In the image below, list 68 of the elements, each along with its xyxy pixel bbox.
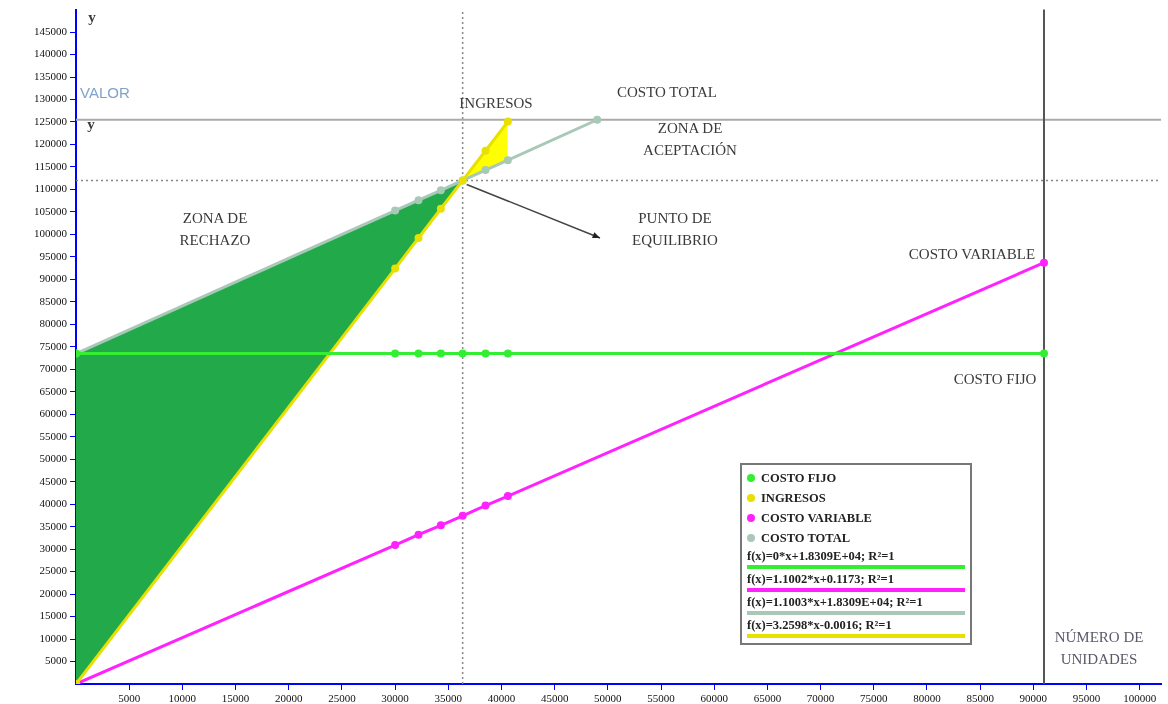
annotation: f(x)=0*x+1.8309E+04; R²=1: [747, 549, 895, 563]
y-tick-label: 135000: [34, 69, 68, 82]
x-tick-label: 90000: [1019, 692, 1048, 704]
x-tick-label: 50000: [594, 692, 623, 704]
x-tick-label: 55000: [647, 692, 676, 704]
x-tick-label: 35000: [434, 692, 463, 704]
y-tick-label: 115000: [34, 159, 68, 172]
annotation: y: [87, 115, 96, 132]
y-axis-title: VALOR: [80, 83, 130, 101]
x-tick-label: 30000: [381, 692, 410, 704]
y-tick-label: 30000: [39, 542, 68, 555]
x-tick-label: 45000: [540, 692, 569, 704]
y-tick-label: 60000: [39, 407, 68, 420]
x-tick-label: 95000: [1072, 692, 1101, 704]
y-tick-label: 45000: [39, 474, 68, 487]
y-tick-label: 90000: [39, 272, 68, 285]
y-tick-label: 120000: [34, 137, 68, 150]
y-tick-label: 85000: [39, 294, 68, 307]
y-tick-label: 20000: [39, 586, 68, 599]
y-tick-label: 35000: [39, 519, 68, 532]
annotation: COSTO VARIABLE: [908, 245, 1036, 262]
annotation: ZONA DE RECHAZO: [179, 209, 251, 248]
annotation: y: [88, 8, 97, 25]
x-tick-label: 85000: [966, 692, 995, 704]
y-tick-label: 5000: [45, 654, 68, 667]
legend-label: COSTO FIJO: [761, 470, 837, 487]
x-axis-title: NÚMERO DE UNIDADES: [1054, 628, 1144, 667]
annotation: f(x)=1.1002*x+0.1173; R²=1: [747, 572, 894, 586]
x-tick-label: 10000: [168, 692, 197, 704]
annotation: PUNTO DE EQUILIBRIO: [632, 209, 719, 248]
y-tick-label: 95000: [39, 249, 68, 262]
legend-label: COSTO TOTAL: [761, 530, 851, 547]
y-tick-label: 10000: [39, 631, 68, 644]
x-tick-label: 100000: [1123, 692, 1157, 704]
y-tick-label: 105000: [34, 204, 68, 217]
y-tick-label: 15000: [39, 609, 68, 622]
annotation: f(x)=3.2598*x-0.0016; R²=1: [747, 618, 892, 632]
y-tick-label: 145000: [34, 24, 68, 37]
y-tick-label: 65000: [39, 384, 68, 397]
x-tick-label: 40000: [487, 692, 516, 704]
x-tick-label: 70000: [806, 692, 835, 704]
x-tick-label: 15000: [221, 692, 250, 704]
y-tick-label: 130000: [34, 92, 68, 105]
annotation: COSTO TOTAL: [616, 83, 718, 100]
y-tick-label: 40000: [39, 497, 68, 510]
y-tick-label: 125000: [34, 114, 68, 127]
x-tick-label: 5000: [118, 692, 141, 704]
x-tick-label: 80000: [913, 692, 942, 704]
x-tick-label: 20000: [275, 692, 303, 704]
y-tick-label: 70000: [39, 362, 68, 375]
legend-label: COSTO VARIABLE: [761, 510, 872, 527]
y-tick-label: 100000: [34, 227, 68, 240]
y-tick-label: 80000: [39, 317, 68, 330]
x-tick-label: 65000: [753, 692, 782, 704]
x-tick-label: 60000: [700, 692, 729, 704]
y-tick-label: 110000: [34, 182, 68, 195]
annotation: INGRESOS: [459, 94, 533, 111]
y-tick-label: 55000: [39, 429, 68, 442]
legend-label: INGRESOS: [761, 490, 826, 507]
annotation: ZONA DE ACEPTACIÓN: [643, 119, 738, 158]
y-tick-label: 75000: [39, 339, 68, 352]
y-tick-label: 50000: [39, 452, 68, 465]
y-tick-label: 140000: [34, 47, 68, 60]
annotation: COSTO FIJO: [953, 370, 1037, 387]
y-tick-label: 25000: [39, 564, 68, 577]
x-tick-label: 25000: [328, 692, 357, 704]
annotation: f(x)=1.1003*x+1.8309E+04; R²=1: [747, 595, 923, 609]
x-tick-label: 75000: [860, 692, 889, 704]
